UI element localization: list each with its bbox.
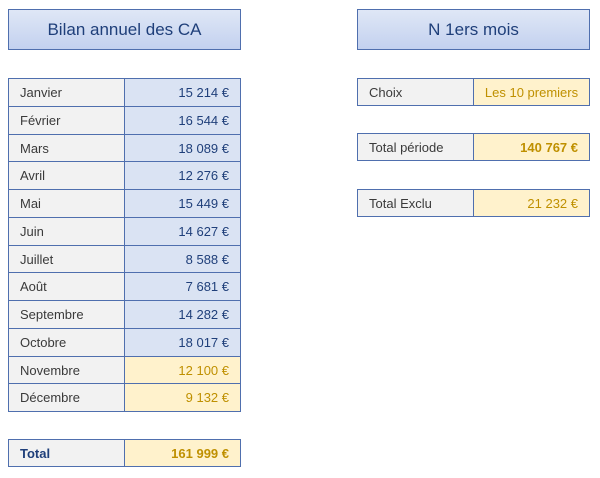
- month-value-cell[interactable]: 16 544 €: [124, 106, 241, 135]
- month-label-cell[interactable]: Mai: [8, 189, 125, 218]
- month-label-cell[interactable]: Décembre: [8, 383, 125, 412]
- month-label-cell[interactable]: Mars: [8, 134, 125, 163]
- excluded-total-value-cell[interactable]: 21 232 €: [473, 189, 590, 217]
- month-value-cell[interactable]: 12 276 €: [124, 161, 241, 190]
- first-n-months-header: N 1ers mois: [357, 9, 590, 50]
- total-value-cell[interactable]: 161 999 €: [124, 439, 241, 467]
- month-value-cell[interactable]: 14 627 €: [124, 217, 241, 246]
- month-value-cell[interactable]: 7 681 €: [124, 272, 241, 301]
- excluded-total-label-cell[interactable]: Total Exclu: [357, 189, 474, 217]
- month-label-cell[interactable]: Juin: [8, 217, 125, 246]
- month-label-cell[interactable]: Avril: [8, 161, 125, 190]
- month-value-cell[interactable]: 14 282 €: [124, 300, 241, 329]
- month-value-cell[interactable]: 8 588 €: [124, 245, 241, 274]
- month-value-cell[interactable]: 9 132 €: [124, 383, 241, 412]
- month-value-cell[interactable]: 15 449 €: [124, 189, 241, 218]
- choice-label-cell[interactable]: Choix: [357, 78, 474, 106]
- month-label-cell[interactable]: Octobre: [8, 328, 125, 357]
- month-value-cell[interactable]: 15 214 €: [124, 78, 241, 107]
- month-label-cell[interactable]: Janvier: [8, 78, 125, 107]
- period-total-value-cell[interactable]: 140 767 €: [473, 133, 590, 161]
- month-label-cell[interactable]: Août: [8, 272, 125, 301]
- month-value-cell[interactable]: 18 089 €: [124, 134, 241, 163]
- month-label-cell[interactable]: Février: [8, 106, 125, 135]
- month-value-cell[interactable]: 12 100 €: [124, 356, 241, 385]
- month-label-cell[interactable]: Novembre: [8, 356, 125, 385]
- month-value-cell[interactable]: 18 017 €: [124, 328, 241, 357]
- choice-dropdown-cell[interactable]: Les 10 premiers: [473, 78, 590, 106]
- month-label-cell[interactable]: Septembre: [8, 300, 125, 329]
- period-total-label-cell[interactable]: Total période: [357, 133, 474, 161]
- total-label-cell[interactable]: Total: [8, 439, 125, 467]
- annual-ca-header: Bilan annuel des CA: [8, 9, 241, 50]
- month-label-cell[interactable]: Juillet: [8, 245, 125, 274]
